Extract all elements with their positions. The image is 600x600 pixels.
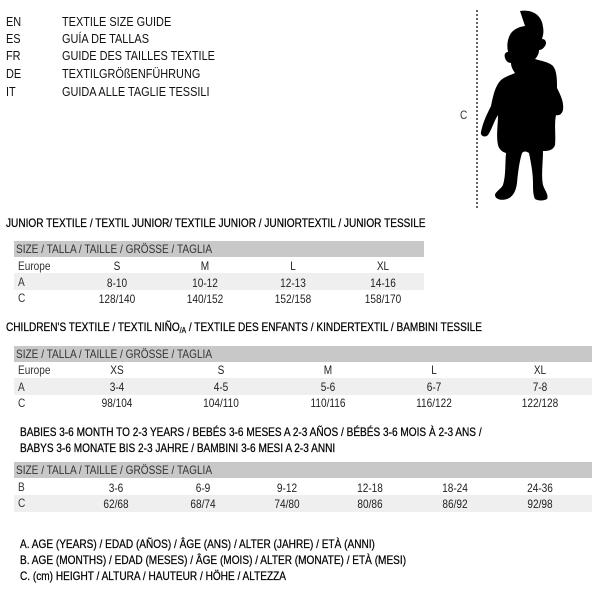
children-title-sub: /A (179, 326, 187, 335)
cell: 12-18 (357, 481, 383, 495)
junior-section-title: JUNIOR TEXTILE / TEXTIL JUNIOR/ TEXTILE … (6, 216, 426, 230)
lang-title: GUÍA DE TALLAS (62, 31, 149, 46)
cell: 12-13 (280, 276, 306, 290)
cell: M (200, 259, 210, 273)
cell: 116/122 (416, 396, 452, 410)
children-section-title: CHILDREN'S TEXTILE / TEXTIL NIÑO/A / TEX… (6, 320, 482, 338)
table-header-label: SIZE / TALLA / TAILLE / GRÖSSE / TAGLIA (16, 242, 213, 256)
cell: 62/68 (103, 497, 129, 511)
child-silhouette-icon (480, 10, 564, 201)
cell: 3-4 (109, 380, 125, 394)
cell: 10-12 (192, 276, 218, 290)
row-label: Europe (18, 363, 51, 377)
table-header-label: SIZE / TALLA / TAILLE / GRÖSSE / TAGLIA (16, 463, 213, 477)
cell: 110/116 (310, 396, 346, 410)
babies-section-title-line1: BABIES 3-6 MONTH TO 2-3 YEARS / BEBÉS 3-… (20, 425, 482, 439)
row-label: C (18, 496, 26, 510)
cell: 18-24 (442, 481, 468, 495)
table-row (14, 257, 424, 273)
cell: 104/110 (203, 396, 239, 410)
babies-section-title-line2: BABYS 3-6 MONATE BIS 2-3 JAHRE / BAMBINI… (20, 441, 336, 455)
cell: 6-9 (195, 481, 211, 495)
lang-title: TEXTILGRÖßENFÜHRUNG (62, 66, 201, 81)
row-label: C (18, 291, 26, 305)
lang-code: FR (6, 48, 21, 63)
cell: 5-6 (320, 380, 336, 394)
cell: 74/80 (274, 497, 300, 511)
height-measure-label: C (460, 108, 468, 122)
lang-code: IT (6, 84, 16, 99)
table-header-row: SIZE / TALLA / TAILLE / GRÖSSE / TAGLIA (14, 241, 424, 257)
table-row (14, 378, 592, 395)
row-label: C (18, 396, 26, 410)
cell: 24-36 (527, 481, 553, 495)
cell: 122/128 (521, 396, 559, 410)
table-header-row: SIZE / TALLA / TAILLE / GRÖSSE / TAGLIA (14, 462, 592, 478)
children-title-rest: / TEXTILE DES ENFANTS / KINDERTEXTIL / B… (186, 320, 483, 334)
cell: 4-5 (213, 380, 229, 394)
cell: 128/140 (98, 292, 136, 306)
row-label: A (18, 275, 25, 289)
cell: 98/104 (101, 396, 133, 410)
cell: 3-6 (108, 481, 124, 495)
cell: 6-7 (426, 380, 442, 394)
table-header-row: SIZE / TALLA / TAILLE / GRÖSSE / TAGLIA (14, 346, 592, 362)
cell: 86/92 (442, 497, 468, 511)
cell: 7-8 (532, 380, 548, 394)
row-label: B (18, 480, 25, 494)
lang-title: TEXTILE SIZE GUIDE (62, 14, 172, 29)
cell: XL (376, 259, 390, 273)
table-row (14, 495, 592, 512)
cell: L (431, 363, 437, 377)
cell: L (290, 259, 296, 273)
cell: 68/74 (190, 497, 216, 511)
lang-code: ES (6, 31, 21, 46)
table-header-label: SIZE / TALLA / TAILLE / GRÖSSE / TAGLIA (16, 347, 213, 361)
cell: 92/98 (527, 497, 553, 511)
row-label: Europe (18, 259, 51, 273)
cell: XL (533, 363, 547, 377)
cell: 9-12 (276, 481, 298, 495)
cell: 80/86 (357, 497, 383, 511)
legend-item: A. AGE (YEARS) / EDAD (AÑOS) / ÂGE (ANS)… (20, 537, 375, 551)
lang-title: GUIDA ALLE TAGLIE TESSILI (62, 84, 210, 99)
legend-item: C. (cm) HEIGHT / ALTURA / HAUTEUR / HÖHE… (20, 569, 287, 583)
cell: M (323, 363, 333, 377)
height-measure-line (476, 10, 478, 208)
row-label: A (18, 380, 25, 394)
cell: S (113, 259, 121, 273)
cell: 158/170 (364, 292, 402, 306)
lang-code: DE (6, 66, 22, 81)
cell: 8-10 (106, 276, 128, 290)
cell: S (217, 363, 225, 377)
cell: XS (110, 363, 124, 377)
lang-code: EN (6, 14, 22, 29)
cell: 140/152 (186, 292, 224, 306)
children-title-main: CHILDREN'S TEXTILE / TEXTIL NIÑO (6, 320, 180, 334)
cell: 152/158 (274, 292, 312, 306)
legend-item: B. AGE (MONTHS) / EDAD (MESES) / ÂGE (MO… (20, 553, 407, 567)
cell: 14-16 (370, 276, 396, 290)
lang-title: GUIDE DES TAILLES TEXTILE (62, 48, 215, 63)
table-row (14, 273, 424, 290)
